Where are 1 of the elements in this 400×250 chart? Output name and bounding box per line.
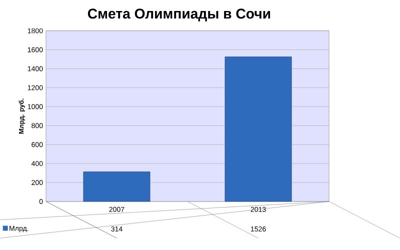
- chart-title: Смета Олимпиады в Сочи: [88, 8, 270, 22]
